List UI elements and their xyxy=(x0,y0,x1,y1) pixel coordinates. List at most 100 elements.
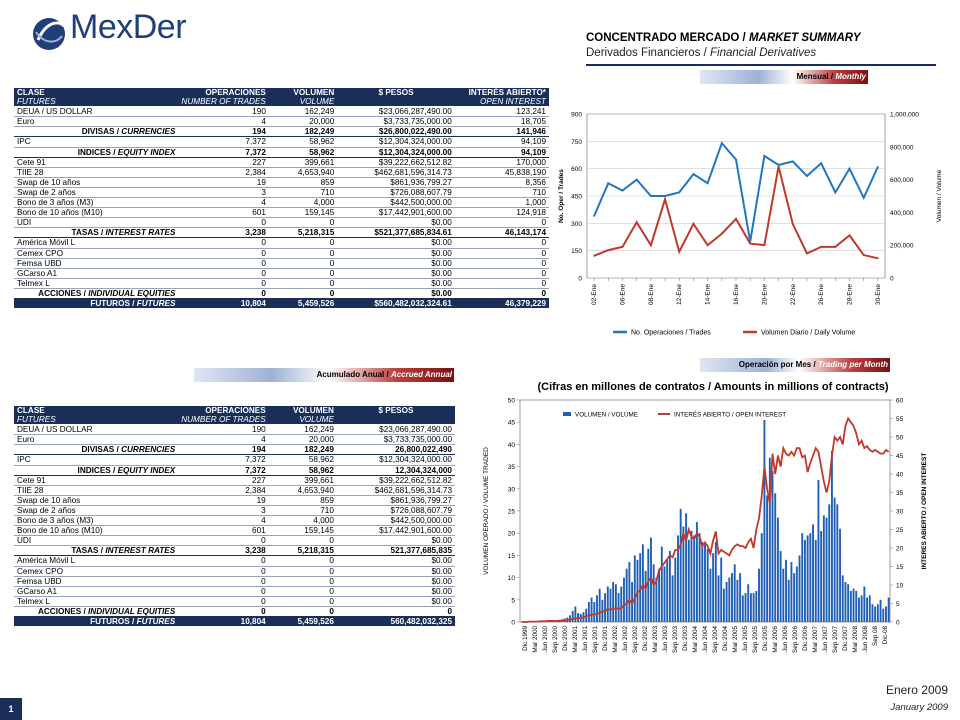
data-point xyxy=(664,198,666,201)
table-cell: $17,442,901,600.00 xyxy=(337,207,455,219)
table-subheader-row: FUTURES NUMBER OF TRADES VOLUME OPEN INTERE… xyxy=(14,97,549,108)
volume-bar xyxy=(604,593,607,622)
table-cell: UDI xyxy=(14,535,179,547)
data-point xyxy=(834,191,837,194)
data-point xyxy=(862,254,865,256)
table-cell: 20,000 xyxy=(268,116,338,128)
x-tick-label: Sep 2001 xyxy=(592,626,599,653)
table-cell: 0 xyxy=(268,258,338,269)
table-cell: 0 xyxy=(268,606,337,617)
table-cell: $3,733,735,000.00 xyxy=(337,116,455,128)
y-right-tick-label: 60 xyxy=(896,398,904,405)
table-row: TIIE 28 2,384 4,653,940 $462,681,596,314.73 xyxy=(14,485,455,496)
table-cell: 0 xyxy=(268,535,337,547)
y-left-tick-label: 0 xyxy=(511,620,515,627)
table-cell: Swap de 10 años xyxy=(14,495,179,506)
footer-date-en: January 2009 xyxy=(890,702,948,713)
y-left-tick-label: 15 xyxy=(508,553,516,560)
y-right-tick-label: 50 xyxy=(896,435,904,442)
table-row: Femsa UBD 0 0 $0.00 0 xyxy=(14,258,549,269)
volume-bar xyxy=(666,559,669,622)
table-cell: 601 xyxy=(178,207,269,219)
volume-bar xyxy=(782,568,785,622)
volume-bar xyxy=(885,606,887,622)
column-header: VOLUMEN xyxy=(268,406,337,416)
x-tick-label: Dic 2006 xyxy=(802,626,809,651)
table-row: Swap de 2 años 3 710 $726,088,607.79 xyxy=(14,505,455,517)
y-left-tick-label: 600 xyxy=(571,166,582,173)
table-cell: 0 xyxy=(454,237,549,249)
x-tick-label: Sep 2004 xyxy=(712,626,719,653)
table-cell: 194 xyxy=(178,126,269,138)
table-cell: 4 xyxy=(178,434,269,446)
y-left-axis-label: No. Oper / Trades xyxy=(558,169,565,223)
table-row: IPC 7,372 58,962 $12,304,324,000.00 94,109 xyxy=(14,136,549,148)
table-cell: $462,681,596,314.73 xyxy=(336,485,455,496)
row-label: ACCIONES / INDIVIDUAL EQUITIES xyxy=(14,606,179,617)
volume-bar xyxy=(822,515,825,622)
table-cell: Cemex CPO xyxy=(14,566,179,577)
y-right-axis-label: INTERES ABIERTO / OPEN INTEREST xyxy=(921,453,928,570)
table-header-row: CLASE OPERACIONES VOLUMEN $ PESOS INTERÉS AB… xyxy=(14,88,549,98)
x-tick-label: Sep 2005 xyxy=(752,626,759,653)
x-tick-label: Dic 2002 xyxy=(642,626,649,651)
column-header: OPERACIONES xyxy=(178,88,269,98)
table-cell: $0.00 xyxy=(336,586,455,597)
table-cell: Femsa UBD xyxy=(14,258,179,269)
x-tick-label: Jun 2003 xyxy=(662,626,669,652)
table-cell: 0 xyxy=(268,566,337,577)
column-subheader: VOLUME xyxy=(268,97,338,108)
table-cell: 18,705 xyxy=(454,116,549,128)
y-left-tick-label: 0 xyxy=(578,276,582,283)
table-cell: DEUA / US DOLLAR xyxy=(14,106,179,118)
row-label: DIVISAS / CURRENCIES xyxy=(14,126,179,138)
volume-bar xyxy=(598,588,601,622)
y-right-tick-label: 200,000 xyxy=(890,243,914,250)
table-cell: Swap de 10 años xyxy=(14,177,179,188)
table-cell: 94,109 xyxy=(454,147,549,158)
x-tick-label: 06-Ene xyxy=(619,284,626,305)
subtotal-row: INDICES / EQUITY INDEX 7,372 58,962 $12,304… xyxy=(14,147,549,158)
x-tick-label: Jun 2000 xyxy=(542,626,549,652)
x-tick-label: 14-Ene xyxy=(705,284,712,305)
table-cell: $521,377,685,834.61 xyxy=(337,227,455,239)
data-point xyxy=(607,182,610,185)
data-point xyxy=(635,178,638,181)
table-cell: 0 xyxy=(454,248,549,259)
table-cell: GCarso A1 xyxy=(14,268,179,279)
column-subheader: OPEN INTEREST xyxy=(454,97,549,108)
table-cell: 7,372 xyxy=(178,147,269,158)
y-left-tick-label: 40 xyxy=(508,442,516,449)
total-row: FUTUROS / FUTURES 10,804 5,459,526 560,482,… xyxy=(14,616,455,627)
data-point xyxy=(848,234,851,237)
data-point xyxy=(834,246,837,248)
volume-bar xyxy=(771,471,774,622)
volume-bar xyxy=(887,597,890,622)
row-label: INDICES / EQUITY INDEX xyxy=(14,465,179,476)
table-cell: 0 xyxy=(178,248,269,259)
table-cell: 19 xyxy=(178,177,269,188)
page-subtitle: Derivados Financieros / Financial Deriva… xyxy=(586,47,817,59)
subtotal-row: ACCIONES / INDIVIDUAL EQUITIES 0 0 0 xyxy=(14,606,455,617)
table-row: Euro 4 20,000 $3,733,735,000.00 18,705 xyxy=(14,116,549,128)
subtotal-row: ACCIONES / INDIVIDUAL EQUITIES 0 0 $0.00 0 xyxy=(14,288,549,299)
table-cell: UDI xyxy=(14,217,179,229)
table-cell: $0.00 xyxy=(337,278,455,289)
table-cell: $23,066,287,490.00 xyxy=(336,424,455,436)
table-cell: 0 xyxy=(178,258,269,269)
volume-bar xyxy=(739,573,742,622)
y-left-tick-label: 5 xyxy=(511,597,515,604)
volume-bar xyxy=(574,606,577,622)
x-tick-label: Mar 2006 xyxy=(772,626,779,653)
data-point xyxy=(692,223,695,225)
table-cell: 0 xyxy=(268,555,337,567)
y-right-axis-label: Volumen / Volume xyxy=(936,169,943,222)
column-subheader: FUTURES xyxy=(14,97,179,108)
volume-bar xyxy=(860,595,863,622)
table-cell: $726,088,607.79 xyxy=(337,187,455,199)
y-right-tick-label: 600,000 xyxy=(890,177,914,184)
table-row: Cete 91 227 399,661 $39,222,662,512.82 170,0… xyxy=(14,157,549,168)
monthly-summary-table: CLASE OPERACIONES VOLUMEN $ PESOS INTERÉS AB… xyxy=(14,88,549,309)
y-right-tick-label: 40 xyxy=(896,472,904,479)
volume-bar xyxy=(833,497,836,622)
